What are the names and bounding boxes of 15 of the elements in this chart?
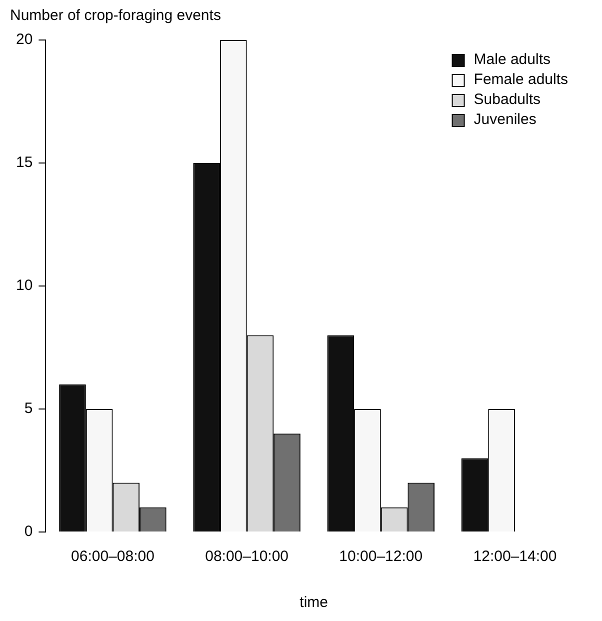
legend-label: Male adults [474,51,551,68]
x-tick-label: 08:00–10:00 [205,548,289,566]
y-tick-label: 10 [16,277,33,294]
x-tick-label: 06:00–08:00 [71,548,154,566]
y-tick-label: 20 [16,31,33,48]
legend-label: Female adults [474,71,568,88]
y-axis-title: Number of crop-foraging events [10,7,221,24]
y-tick-label: 5 [24,400,33,418]
x-axis-title: time [300,594,328,612]
x-tick-label: 10:00–12:00 [339,548,423,566]
y-tick-label: 0 [24,523,33,540]
legend-label: Subadults [474,91,541,108]
y-tick-label: 15 [16,154,33,172]
x-tick-label: 12:00–14:00 [473,548,557,566]
legend-label: Juveniles [474,111,536,128]
